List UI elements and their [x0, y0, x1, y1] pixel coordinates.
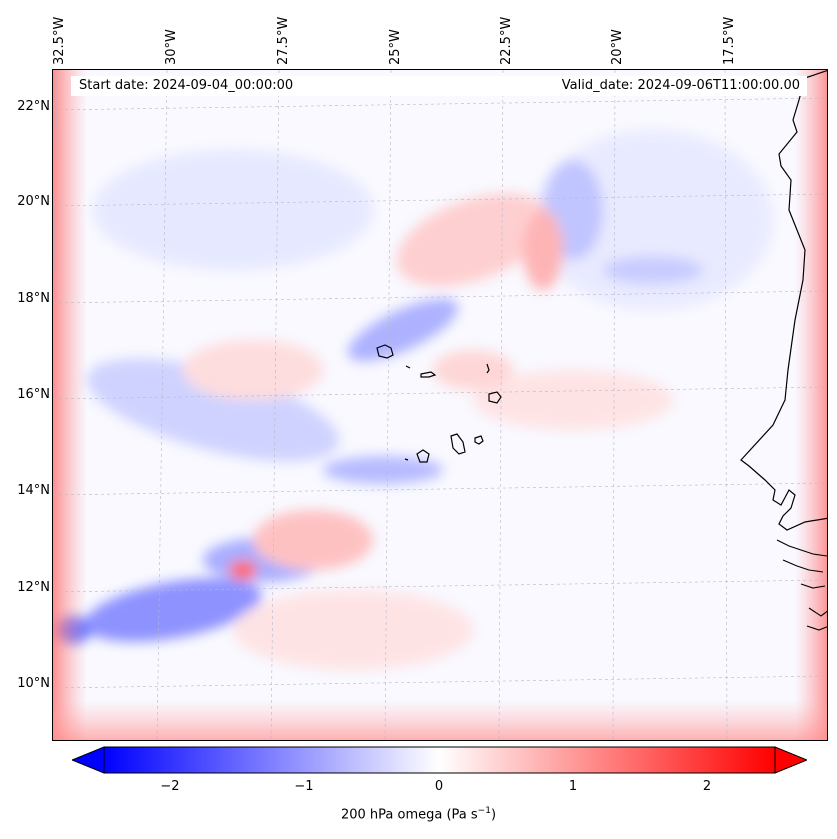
valid-date-label: Valid_date: 2024-09-06T11:00:00.00: [561, 78, 800, 93]
info-bar-background: [71, 76, 807, 96]
west-africa-coastline: [740, 70, 827, 531]
lat-label-20n: 20°N: [17, 194, 50, 209]
colorbar-tick-0: 0: [434, 779, 444, 794]
lon-label-25w: 25°W: [388, 29, 403, 65]
colorbar-tick-1: 1: [568, 779, 578, 794]
colorbar-tick-2: 2: [702, 779, 712, 794]
omega-field: [53, 70, 827, 740]
lon-label-20w: 20°W: [610, 29, 625, 65]
omega-map: [52, 69, 828, 741]
colorbar: [70, 746, 809, 774]
cape-verde-islands: [376, 344, 502, 463]
start-date-label: Start date: 2024-09-04_00:00:00: [79, 78, 294, 93]
lon-label-22-5w: 22.5°W: [499, 16, 514, 65]
colorbar-tick-minus-1: −1: [294, 779, 314, 794]
graticule: [53, 70, 827, 740]
lon-label-17-5w: 17.5°W: [722, 16, 737, 65]
lat-label-10n: 10°N: [17, 676, 50, 691]
bottom-boundary-band: [53, 700, 827, 740]
lon-label-27-5w: 27.5°W: [276, 16, 291, 65]
lat-label-14n: 14°N: [17, 483, 50, 498]
lat-label-22n: 22°N: [17, 99, 50, 114]
colorbar-title: 200 hPa omega (Pa s−1): [340, 806, 497, 823]
colorbar-left-extend: [70, 746, 105, 774]
left-boundary-band: [53, 70, 87, 740]
lat-label-12n: 12°N: [17, 580, 50, 595]
lon-label-30w: 30°W: [164, 29, 179, 65]
colorbar-tick-minus-2: −2: [160, 779, 180, 794]
colorbar-gradient: [103, 746, 776, 774]
right-boundary-band: [795, 70, 827, 740]
colorbar-right-extend: [774, 746, 809, 774]
omega-features: [55, 130, 773, 670]
lat-label-16n: 16°N: [17, 387, 50, 402]
lon-label-32-5w: 32.5°W: [52, 16, 67, 65]
lat-label-18n: 18°N: [17, 291, 50, 306]
